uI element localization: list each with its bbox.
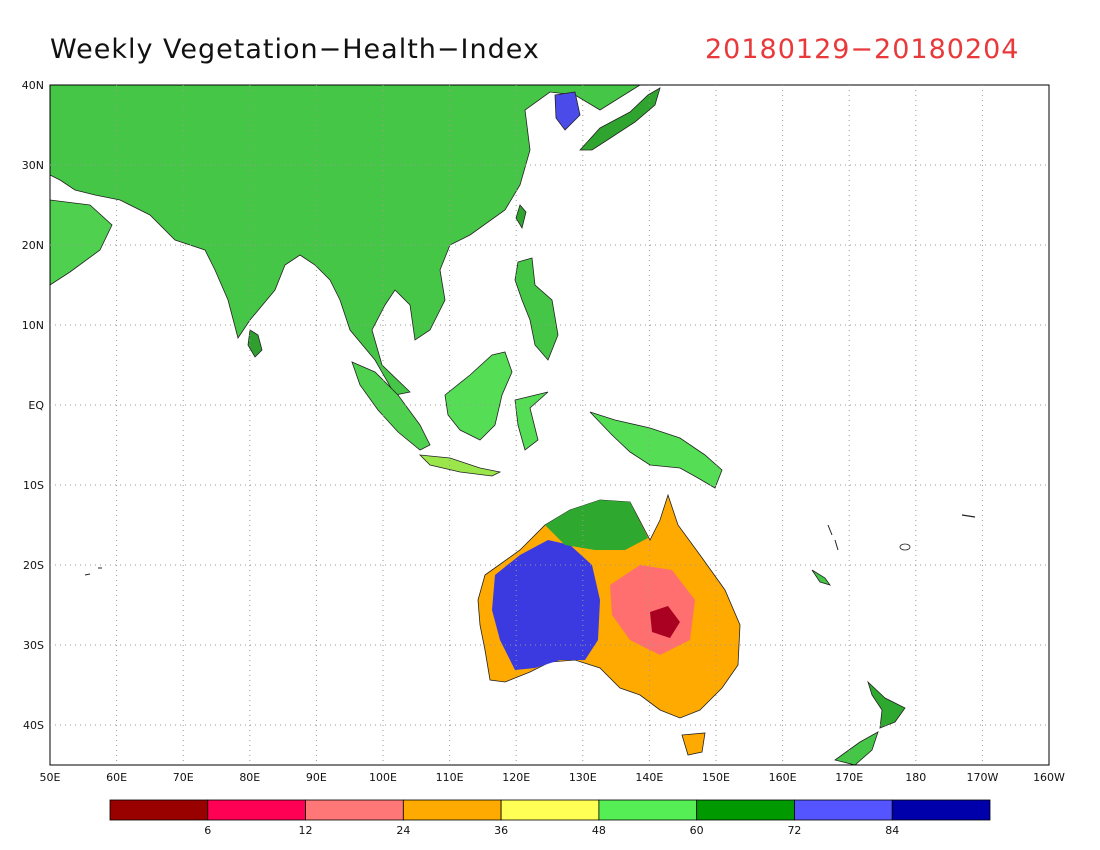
new-caledonia xyxy=(811,569,832,586)
colorbar-swatch xyxy=(109,799,209,821)
java xyxy=(418,454,502,477)
longitude-tick-label: 140E xyxy=(635,771,663,784)
longitude-tick-label: 60E xyxy=(106,771,127,784)
colorbar-label: 6 xyxy=(204,824,211,837)
map-title: Weekly Vegetation−Health−Index xyxy=(50,34,540,65)
australia-west-zone xyxy=(492,540,600,670)
colorbar-label: 12 xyxy=(299,824,313,837)
colorbar-label: 24 xyxy=(396,824,410,837)
latitude-tick-label: 20S xyxy=(23,559,44,572)
longitude-tick-label: 110E xyxy=(436,771,464,784)
longitude-tick-label: 90E xyxy=(306,771,327,784)
colorbar-swatch xyxy=(402,799,502,821)
longitude-tick-label: 120E xyxy=(502,771,530,784)
borneo xyxy=(444,351,513,441)
sri-lanka xyxy=(247,329,263,358)
longitude-tick-label: 130E xyxy=(569,771,597,784)
colorbar-swatch xyxy=(305,799,404,821)
longitude-tick-label: 170E xyxy=(835,771,863,784)
longitude-tick-label: 170W xyxy=(966,771,998,784)
longitude-tick-label: 160W xyxy=(1033,771,1065,784)
new-zealand-south xyxy=(834,731,879,766)
samoa-islands xyxy=(961,514,976,518)
colorbar-swatch xyxy=(794,799,893,821)
tasmania xyxy=(681,732,706,756)
longitude-tick-label: 50E xyxy=(40,771,61,784)
australia-north-zone xyxy=(545,500,648,550)
latitude-tick-label: 30S xyxy=(23,639,44,652)
latitude-tick-label: 10N xyxy=(22,319,44,332)
colorbar-swatch xyxy=(696,799,795,821)
colorbar-swatch xyxy=(891,799,991,821)
korea xyxy=(554,91,581,131)
mascarene-islands xyxy=(84,567,102,576)
new-zealand-north xyxy=(867,680,906,729)
sulawesi xyxy=(514,391,549,451)
colorbar-label: 84 xyxy=(885,824,899,837)
philippines xyxy=(514,257,559,361)
sumatra xyxy=(351,361,431,451)
colorbar-label: 48 xyxy=(592,824,606,837)
date-range: 20180129−20180204 xyxy=(705,34,1020,65)
longitude-tick-label: 70E xyxy=(173,771,194,784)
vanuatu-islands xyxy=(827,524,839,551)
latitude-tick-label: 20N xyxy=(22,239,44,252)
longitude-tick-label: 160E xyxy=(769,771,797,784)
colorbar-swatch xyxy=(598,799,698,821)
colorbar-labels: 6 12 24 36 48 60 72 84 xyxy=(204,824,899,837)
fiji-island xyxy=(899,543,911,551)
colorbar xyxy=(109,799,991,821)
latitude-tick-label: 10S xyxy=(23,479,44,492)
latitude-tick-label: 30N xyxy=(22,159,44,172)
australia-drought-core xyxy=(610,565,695,655)
japan xyxy=(579,87,661,151)
longitude-tick-label: 80E xyxy=(239,771,260,784)
land-layer xyxy=(49,84,976,766)
new-guinea xyxy=(589,411,723,489)
longitude-tick-label: 100E xyxy=(369,771,397,784)
arabia-landmass xyxy=(49,199,113,286)
latitude-tick-label: 40N xyxy=(22,79,44,92)
colorbar-swatch xyxy=(207,799,306,821)
colorbar-swatch xyxy=(500,799,600,821)
latitude-tick-label: EQ xyxy=(28,399,44,412)
longitude-tick-label: 180 xyxy=(905,771,926,784)
latitude-labels: 40N 30N 20N 10N EQ 10S 20S 30S 40S xyxy=(22,79,45,732)
australia-drought-peak xyxy=(650,606,680,638)
longitude-tick-label: 150E xyxy=(702,771,730,784)
graticule xyxy=(50,85,1049,765)
colorbar-label: 36 xyxy=(494,824,508,837)
longitude-labels: 50E 60E 70E 80E 90E 100E 110E 120E 130E 140E 150E 1… xyxy=(40,771,1066,784)
map-frame xyxy=(49,84,1050,766)
latitude-tick-label: 40S xyxy=(23,719,44,732)
colorbar-label: 60 xyxy=(690,824,704,837)
taiwan xyxy=(515,204,527,230)
colorbar-label: 72 xyxy=(787,824,801,837)
